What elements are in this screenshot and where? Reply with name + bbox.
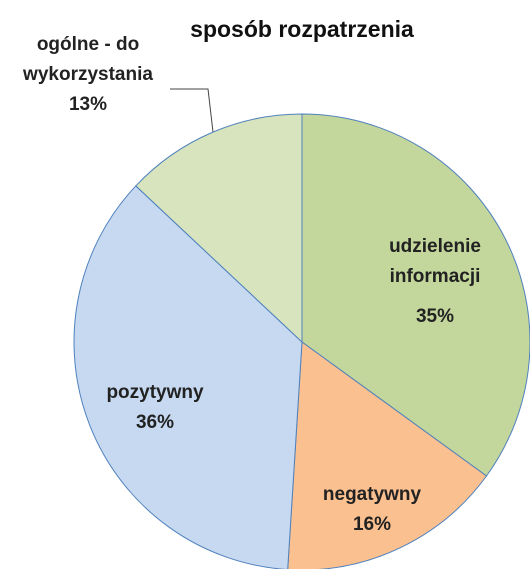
slice-label: ogólne - do wykorzystania [23, 34, 153, 85]
slice-label: udzielenie informacji [389, 236, 481, 287]
pie-slice [135, 113, 303, 344]
slice-value-label: 35% [415, 306, 455, 327]
pie-slice [301, 113, 530, 477]
slice-value-label: 16% [352, 514, 392, 535]
slice-value-label: 36% [135, 412, 175, 433]
slice-label: negatywny [322, 484, 422, 505]
slice-value-label: 13% [68, 94, 108, 115]
chart-title: sposób rozpatrzenia [190, 16, 414, 42]
pie-slice [73, 185, 303, 569]
leader-line [170, 88, 214, 133]
pie-slice [287, 341, 488, 569]
slice-label: pozytywny [106, 382, 204, 403]
